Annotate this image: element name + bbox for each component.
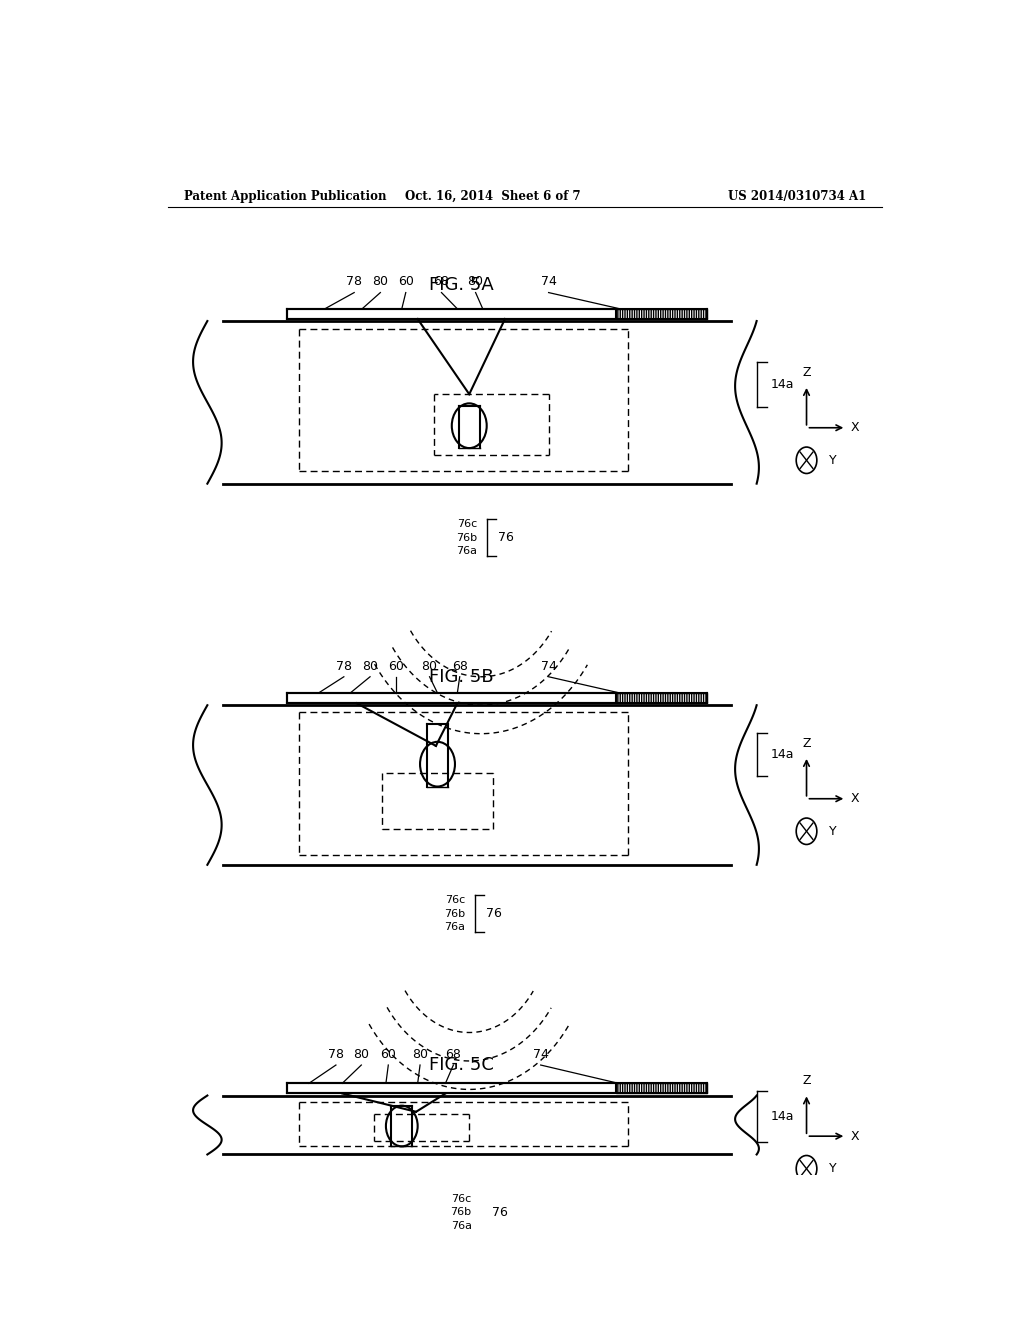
Text: 78: 78	[336, 660, 352, 673]
Text: 76a: 76a	[451, 1221, 472, 1230]
Text: Z: Z	[802, 737, 811, 750]
Text: 76b: 76b	[456, 532, 477, 543]
Text: 76c: 76c	[445, 895, 465, 906]
Text: 74: 74	[541, 660, 557, 673]
Text: US 2014/0310734 A1: US 2014/0310734 A1	[728, 190, 866, 202]
Text: 78: 78	[328, 1048, 344, 1061]
Text: X: X	[851, 1130, 859, 1143]
Text: Y: Y	[828, 1162, 837, 1175]
Text: FIG. 5B: FIG. 5B	[429, 668, 494, 686]
Text: Z: Z	[802, 366, 811, 379]
Polygon shape	[616, 693, 708, 704]
Text: 60: 60	[388, 660, 404, 673]
Text: 76b: 76b	[451, 1208, 472, 1217]
Text: 74: 74	[541, 276, 557, 289]
Text: 76c: 76c	[457, 519, 477, 529]
Text: 80: 80	[422, 660, 437, 673]
Text: 68: 68	[452, 660, 468, 673]
Text: 76a: 76a	[456, 545, 477, 556]
Text: 76: 76	[498, 531, 514, 544]
Text: X: X	[851, 792, 859, 805]
Text: Oct. 16, 2014  Sheet 6 of 7: Oct. 16, 2014 Sheet 6 of 7	[406, 190, 581, 202]
Text: 60: 60	[397, 276, 414, 289]
Polygon shape	[287, 693, 616, 704]
Text: 80: 80	[362, 660, 378, 673]
Text: 76: 76	[493, 1206, 508, 1218]
Text: 76: 76	[486, 907, 502, 920]
Text: Y: Y	[828, 825, 837, 838]
Text: 74: 74	[532, 1048, 549, 1061]
Text: FIG. 5A: FIG. 5A	[429, 276, 494, 294]
Polygon shape	[616, 309, 708, 319]
Text: 68: 68	[445, 1048, 462, 1061]
Text: 68: 68	[433, 276, 450, 289]
Polygon shape	[616, 1084, 708, 1093]
Text: 80: 80	[353, 1048, 370, 1061]
Text: 80: 80	[412, 1048, 428, 1061]
Text: 14a: 14a	[771, 748, 795, 762]
Text: 80: 80	[468, 276, 483, 289]
Text: 76a: 76a	[444, 921, 465, 932]
Text: 14a: 14a	[771, 1110, 795, 1123]
Text: Z: Z	[802, 1074, 811, 1088]
Text: 76c: 76c	[452, 1195, 472, 1204]
Polygon shape	[287, 309, 616, 319]
Polygon shape	[287, 1084, 616, 1093]
Text: X: X	[851, 421, 859, 434]
Text: FIG. 5C: FIG. 5C	[429, 1056, 494, 1074]
Text: 80: 80	[373, 276, 388, 289]
Text: 78: 78	[346, 276, 362, 289]
Text: 14a: 14a	[771, 378, 795, 391]
Text: 76b: 76b	[444, 908, 465, 919]
Text: 60: 60	[380, 1048, 396, 1061]
Text: Patent Application Publication: Patent Application Publication	[183, 190, 386, 202]
Text: Y: Y	[828, 454, 837, 467]
